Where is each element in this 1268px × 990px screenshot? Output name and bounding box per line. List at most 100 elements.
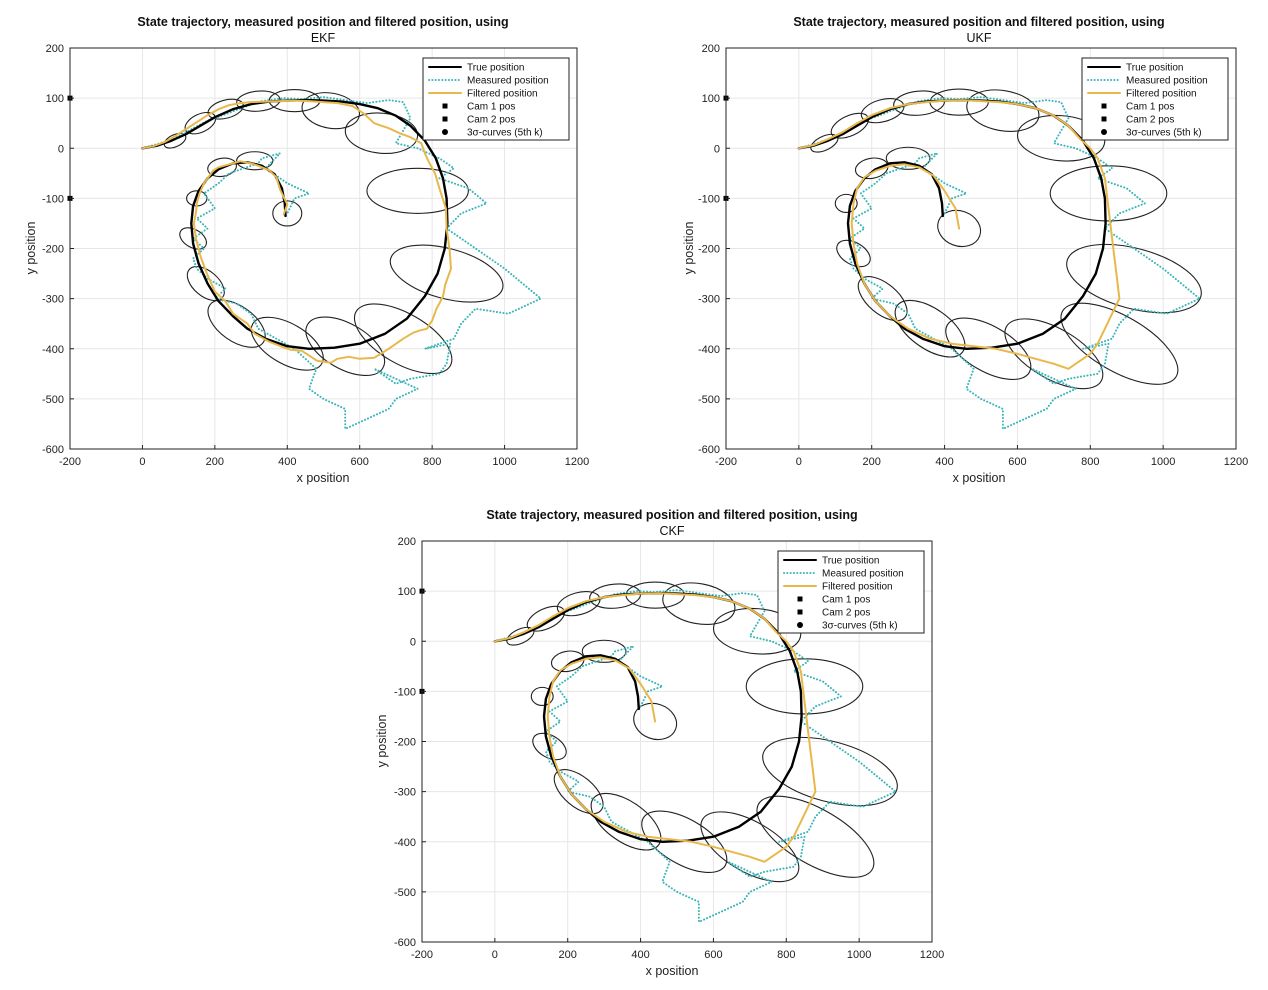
sigma-ellipse xyxy=(179,227,208,250)
sigma-ellipse xyxy=(272,200,303,227)
sigma-ellipse xyxy=(625,581,685,609)
x-tick-label: 400 xyxy=(631,949,649,961)
y-tick-label: 0 xyxy=(58,143,64,155)
plot-area: -200 0 200 400 600 800 1000 12002001000-100-200… xyxy=(42,43,589,468)
y-tick-label: -600 xyxy=(42,444,64,456)
x-tick-label: 800 xyxy=(423,456,441,468)
data-layer xyxy=(141,89,542,430)
y-tick-label: -200 xyxy=(394,737,416,749)
y-tick-label: -600 xyxy=(394,937,416,949)
y-tick-label: -600 xyxy=(698,444,720,456)
sigma-ellipse xyxy=(662,582,736,625)
y-tick-label: 100 xyxy=(702,93,720,105)
legend-label: 3σ-curves (5th k) xyxy=(467,128,543,139)
legend-marker-square xyxy=(797,596,803,602)
sigma-ellipse xyxy=(1060,302,1179,385)
plot-area: -200 0 200 400 600 800 1000 12002001000-100-200… xyxy=(394,536,944,961)
x-tick-label: 200 xyxy=(863,456,881,468)
x-tick-label: 800 xyxy=(777,949,795,961)
x-tick-label: 1200 xyxy=(920,949,944,961)
sigma-ellipse xyxy=(1004,318,1104,390)
chart-svg-ekf: State trajectory, measured position and … xyxy=(24,15,589,485)
legend-box xyxy=(422,57,570,141)
y-tick-label: -300 xyxy=(394,787,416,799)
legend-label: Filtered position xyxy=(1126,89,1197,100)
x-tick-label: 600 xyxy=(704,949,722,961)
sigma-ellipse xyxy=(344,112,419,154)
y-tick-label: 200 xyxy=(398,536,416,548)
y-tick-label: 0 xyxy=(714,143,720,155)
y-tick-label: 100 xyxy=(398,586,416,598)
x-tick-label: 1000 xyxy=(847,949,871,961)
legend-marker-circle xyxy=(442,129,448,135)
y-tick-label: -300 xyxy=(42,294,64,306)
sigma-ellipse xyxy=(532,732,567,761)
sigma-ellipse xyxy=(590,792,662,851)
filtered-position-line xyxy=(141,99,452,364)
legend-marker-square xyxy=(442,103,448,109)
sigma-ellipse xyxy=(700,811,800,883)
legend-label: Cam 2 pos xyxy=(1126,115,1174,126)
sigma-ellipse xyxy=(207,299,266,348)
sigma-ellipse xyxy=(937,209,982,248)
sigma-ellipse xyxy=(894,299,966,358)
filtered-position-line xyxy=(493,592,817,863)
x-axis-label: x position xyxy=(297,471,350,485)
legend-label: Measured position xyxy=(822,569,904,580)
legend-label: Cam 1 pos xyxy=(467,102,515,113)
y-tick-label: -100 xyxy=(394,686,416,698)
x-tick-label: 1200 xyxy=(1224,456,1248,468)
sigma-ellipse xyxy=(641,810,728,873)
y-tick-label: -500 xyxy=(42,394,64,406)
sigma-ellipse xyxy=(1017,114,1106,162)
x-tick-label: 600 xyxy=(1008,456,1026,468)
x-tick-label: 200 xyxy=(206,456,224,468)
x-tick-label: 400 xyxy=(278,456,296,468)
y-tick-label: -100 xyxy=(42,193,64,205)
sigma-ellipse xyxy=(836,239,871,268)
y-tick-label: 200 xyxy=(702,43,720,55)
y-tick-label: -200 xyxy=(42,244,64,256)
sigma-ellipse xyxy=(834,193,858,213)
chart-svg-ukf: State trajectory, measured position and … xyxy=(682,15,1248,485)
chart-panel-ekf: State trajectory, measured position and … xyxy=(0,0,620,495)
x-tick-label: 200 xyxy=(559,949,577,961)
chart-subtitle: CKF xyxy=(660,524,685,538)
x-axis-label: x position xyxy=(953,471,1006,485)
chart-subtitle: UKF xyxy=(967,31,992,45)
legend-box xyxy=(1081,57,1229,141)
chart-title: State trajectory, measured position and … xyxy=(793,15,1164,29)
sigma-ellipse xyxy=(762,736,898,807)
sigma-ellipse xyxy=(366,167,469,214)
legend-marker-square xyxy=(797,609,803,615)
x-axis-label: x position xyxy=(646,964,699,978)
sigma-ellipse xyxy=(301,92,360,130)
x-tick-label: -200 xyxy=(59,456,81,468)
legend-label: Cam 2 pos xyxy=(822,608,870,619)
legend-marker-circle xyxy=(797,622,803,628)
x-tick-label: 1000 xyxy=(492,456,516,468)
sigma-ellipse xyxy=(389,244,504,303)
sigma-ellipse xyxy=(929,88,989,116)
sigma-ellipse xyxy=(353,303,453,375)
chart-svg-ckf: State trajectory, measured position and … xyxy=(375,508,944,978)
legend-label: Measured position xyxy=(467,76,549,87)
x-tick-label: 0 xyxy=(492,949,498,961)
plot-area: -200 0 200 400 600 800 1000 12002001000-100-200… xyxy=(698,43,1248,468)
y-tick-label: -100 xyxy=(698,193,720,205)
y-tick-label: -500 xyxy=(698,394,720,406)
data-layer xyxy=(797,88,1202,430)
x-tick-label: 1000 xyxy=(1151,456,1175,468)
legend-marker-square xyxy=(1101,116,1107,122)
y-axis-label: y position xyxy=(24,222,38,275)
sigma-ellipse xyxy=(250,316,324,371)
chart-subtitle: EKF xyxy=(311,31,336,45)
legend: True position Measured position Filtered p… xyxy=(1081,57,1229,141)
sigma-ellipse xyxy=(885,146,931,170)
chart-title: State trajectory, measured position and … xyxy=(137,15,508,29)
measured-position-line xyxy=(141,96,542,430)
chart-panel-ckf: State trajectory, measured position and … xyxy=(351,493,961,988)
sigma-ellipse xyxy=(581,639,627,663)
legend-label: Measured position xyxy=(1126,76,1208,87)
y-axis-label: y position xyxy=(682,222,696,275)
